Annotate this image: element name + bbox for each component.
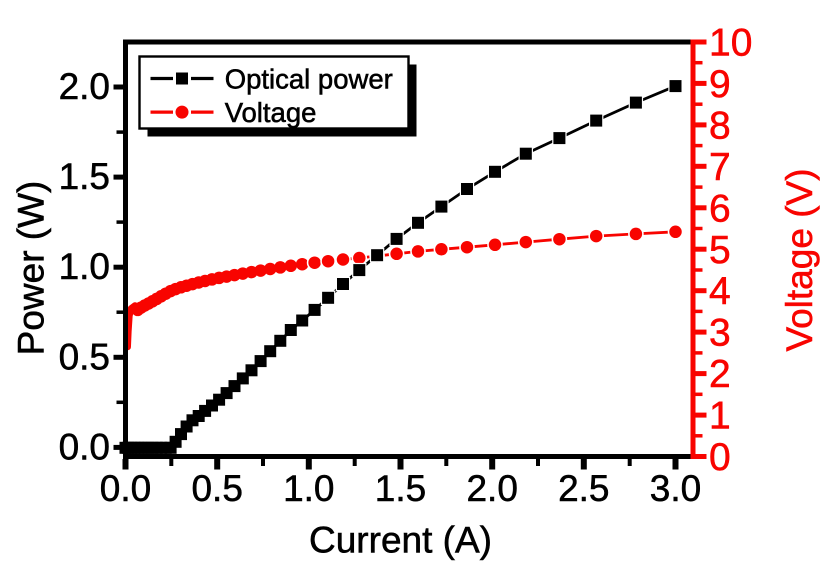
svg-text:1.5: 1.5 bbox=[375, 468, 426, 509]
svg-text:2.0: 2.0 bbox=[466, 468, 517, 509]
svg-text:0.0: 0.0 bbox=[100, 468, 151, 509]
svg-text:9: 9 bbox=[709, 63, 731, 106]
svg-text:2.5: 2.5 bbox=[558, 468, 609, 509]
svg-text:7: 7 bbox=[709, 146, 731, 189]
svg-text:3.0: 3.0 bbox=[650, 468, 701, 509]
svg-text:2.0: 2.0 bbox=[59, 66, 110, 107]
svg-text:4: 4 bbox=[709, 270, 731, 313]
svg-text:0.0: 0.0 bbox=[59, 426, 110, 467]
svg-text:8: 8 bbox=[709, 104, 731, 147]
svg-text:5: 5 bbox=[709, 229, 731, 272]
svg-text:0: 0 bbox=[709, 436, 731, 479]
svg-text:Voltage: Voltage bbox=[225, 97, 317, 128]
svg-text:0.5: 0.5 bbox=[59, 336, 110, 377]
svg-text:1.0: 1.0 bbox=[59, 246, 110, 287]
svg-text:Voltage (V): Voltage (V) bbox=[779, 168, 820, 351]
svg-text:Power (W): Power (W) bbox=[11, 181, 52, 356]
svg-text:6: 6 bbox=[709, 187, 731, 230]
svg-text:0.5: 0.5 bbox=[191, 468, 242, 509]
svg-text:10: 10 bbox=[709, 22, 752, 65]
svg-text:Current (A): Current (A) bbox=[309, 520, 492, 561]
svg-text:1.5: 1.5 bbox=[59, 156, 110, 197]
svg-text:1: 1 bbox=[709, 395, 731, 438]
svg-text:3: 3 bbox=[709, 312, 731, 355]
svg-text:1.0: 1.0 bbox=[283, 468, 334, 509]
svg-text:Optical power: Optical power bbox=[225, 64, 393, 95]
svg-text:2: 2 bbox=[709, 353, 731, 396]
